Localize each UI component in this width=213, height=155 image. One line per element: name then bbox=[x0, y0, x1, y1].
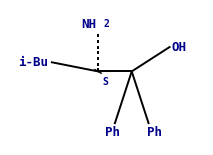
Text: 2: 2 bbox=[103, 19, 109, 29]
Text: OH: OH bbox=[172, 41, 187, 54]
Text: i-Bu: i-Bu bbox=[18, 56, 48, 69]
Text: Ph: Ph bbox=[105, 126, 120, 139]
Text: Ph: Ph bbox=[147, 126, 162, 139]
Text: S: S bbox=[102, 78, 108, 88]
Text: NH: NH bbox=[81, 18, 96, 31]
